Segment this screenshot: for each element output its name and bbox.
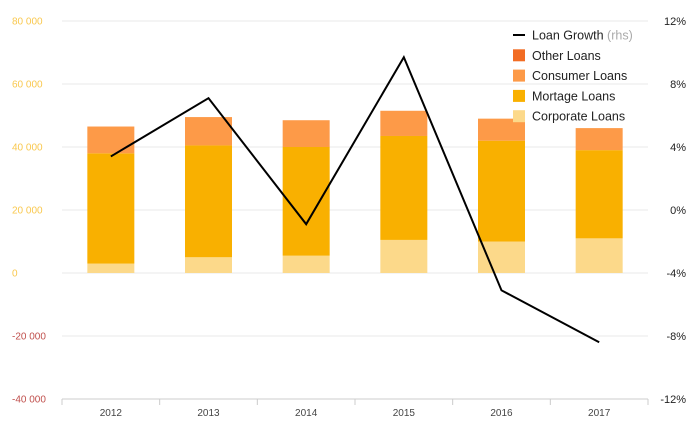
y-right-tick-label: 0% [670,205,686,217]
legend-label-loan-growth: Loan Growth (rhs) [532,29,633,43]
y-right-tick-label: -4% [666,268,686,280]
legend-swatch-mortage-loans [513,89,525,102]
legend-label-consumer-loans: Consumer Loans [532,69,627,83]
y-left-tick-label: 20 000 [12,206,43,217]
bar-consumer-loans [282,120,330,147]
loan-growth-line-group [110,54,600,344]
x-tick-label: 2014 [295,408,318,419]
bar-corporate-loans [478,241,525,273]
legend: Loan Growth (rhs) Other Loans Consumer Loa… [513,29,633,124]
x-tick-label: 2013 [197,408,220,419]
bar-mortage-loans [380,135,428,240]
y-right-tick-label: -8% [666,331,686,343]
legend-swatch-consumer-loans [513,69,525,82]
y-left-tick-label: 0 [12,269,18,280]
x-tick-label: 2012 [100,408,123,419]
bar-mortage-loans [282,147,330,256]
legend-label-loan-growth-name: Loan Growth [532,29,607,43]
gridlines [62,20,648,337]
legend-swatch-corporate-loans [513,110,525,123]
y-left-tick-label: 60 000 [12,80,43,91]
x-axis: 2012 2013 2014 2015 2016 2017 [61,398,649,419]
bar-consumer-loans [575,128,623,151]
bar-mortage-loans [478,140,525,242]
x-tick-label: 2017 [588,408,611,419]
bar-corporate-loans [575,238,623,273]
y-axis-right: 12% 8% 4% 0% -4% -8% -12% [660,16,686,406]
legend-label-other-loans: Other Loans [532,49,601,63]
legend-swatch-other-loans [513,49,525,62]
bar-corporate-loans [185,257,232,273]
y-right-tick-label: -12% [660,394,686,406]
bar-consumer-loans [87,126,135,154]
bar-mortage-loans [575,150,623,239]
y-left-tick-label: 40 000 [12,143,43,154]
legend-label-corporate-loans: Corporate Loans [532,110,625,124]
bar-corporate-loans [87,263,135,273]
bar-corporate-loans [380,239,428,273]
legend-rhs-note: (rhs) [607,29,633,43]
bar-consumer-loans [478,118,525,141]
y-right-tick-label: 4% [670,142,686,154]
y-axis-left: 80 000 60 000 40 000 20 000 0 -20 000 -40 000 [12,17,46,406]
legend-label-mortage-loans: Mortage Loans [532,89,615,103]
y-right-tick-label: 12% [664,16,686,28]
y-left-tick-label: -20 000 [12,332,46,343]
y-right-tick-label: 8% [670,79,686,91]
bar-corporate-loans [282,255,330,273]
bars-group [87,110,623,273]
x-tick-label: 2016 [490,408,513,419]
y-left-tick-label: 80 000 [12,17,43,28]
bar-consumer-loans [380,110,428,136]
x-tick-label: 2015 [393,408,416,419]
bar-consumer-loans [185,117,232,146]
y-left-tick-label: -40 000 [12,395,46,406]
bar-mortage-loans [185,145,232,258]
bar-mortage-loans [87,153,135,264]
loan-growth-line [110,54,600,344]
